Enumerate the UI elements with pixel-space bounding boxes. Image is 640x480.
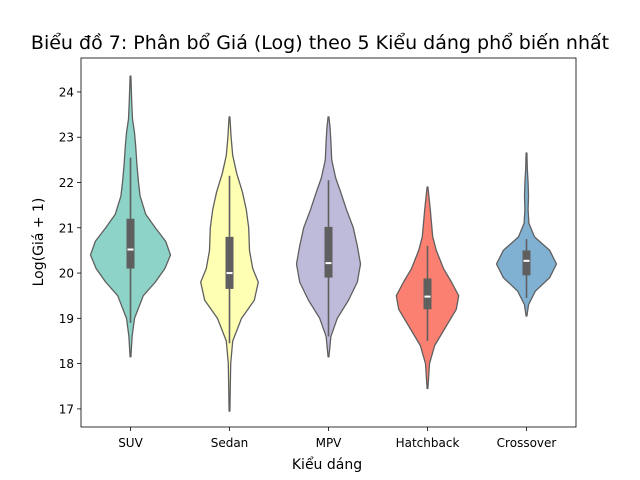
iqr-box-crossover [522,250,531,276]
y-axis-label: Log(Giá + 1) [31,198,47,287]
y-tick-label: 22 [59,176,74,190]
y-axis: 17 18 19 20 21 22 23 24 [59,85,81,416]
chart-title: Biểu đồ 7: Phân bổ Giá (Log) theo 5 Kiểu… [31,32,609,54]
y-tick-label: 18 [59,357,74,371]
x-tick-label-suv: SUV [118,436,143,450]
x-tick-label-crossover: Crossover [497,436,557,450]
y-tick-label: 24 [59,85,74,99]
iqr-box-suv [126,218,135,269]
x-tick-label-mpv: MPV [316,436,343,450]
y-tick-label: 19 [59,312,74,326]
violin-crossover [495,152,558,317]
iqr-box-sedan [225,236,234,289]
iqr-box-mpv [324,226,333,278]
y-tick-label: 20 [59,267,74,281]
x-tick-label-hatchback: Hatchback [396,436,460,450]
iqr-box-hatchback [423,278,432,310]
x-axis: SUV Sedan MPV Hatchback Crossover [118,427,556,450]
y-tick-label: 17 [59,402,74,416]
y-tick-label: 21 [59,221,74,235]
y-tick-label: 23 [59,131,74,145]
x-axis-label: Kiểu dáng [292,456,362,473]
x-tick-label-sedan: Sedan [211,436,249,450]
plot-area [89,75,558,412]
